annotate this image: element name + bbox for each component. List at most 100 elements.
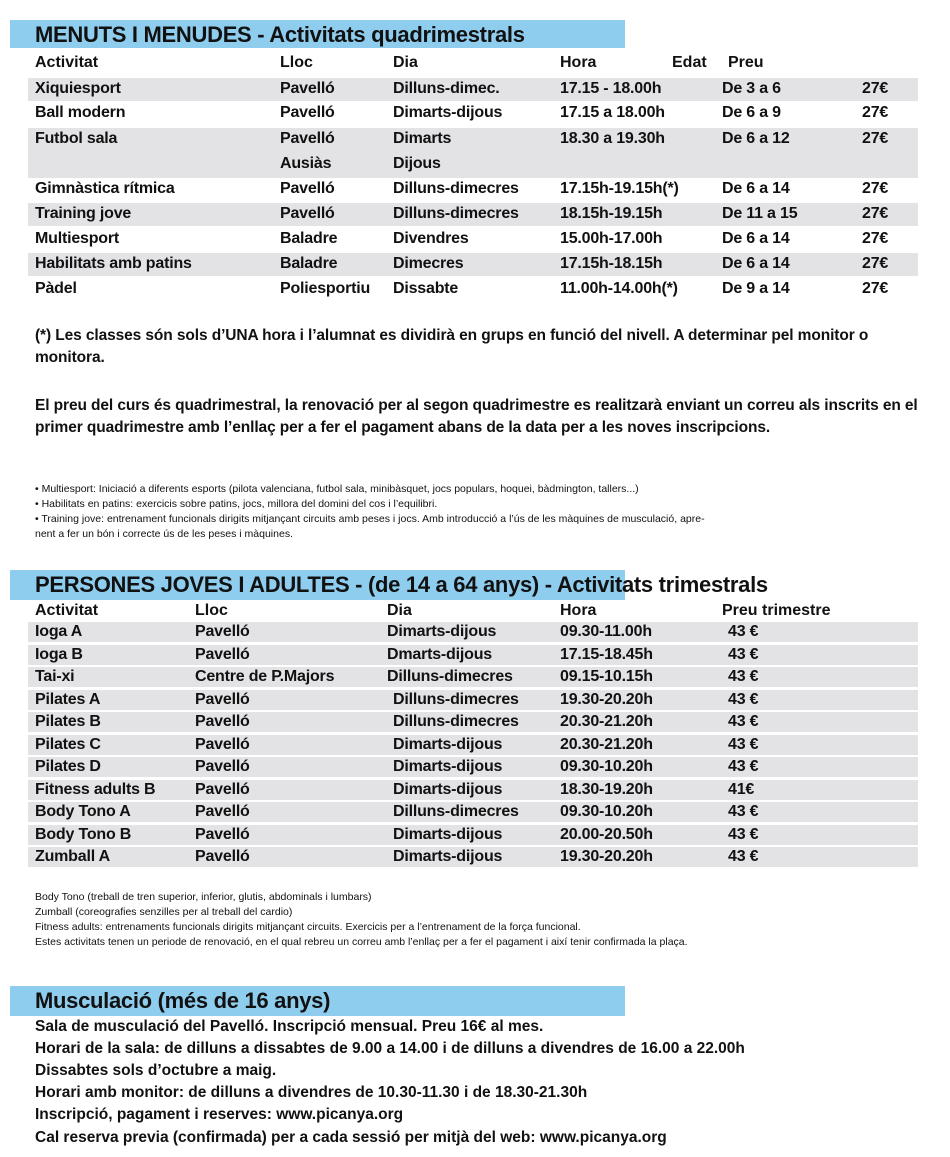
cell-activitat: Ioga B bbox=[35, 645, 83, 663]
cell-preu: 27€ bbox=[862, 205, 889, 222]
note-renovacio: Estes activitats tenen un periode de ren… bbox=[35, 936, 688, 948]
col-edat: Edat bbox=[672, 54, 707, 71]
col-preu-trimestre: Preu trimestre bbox=[722, 602, 831, 619]
cell-dia: Dimarts bbox=[393, 130, 452, 147]
table-row bbox=[28, 253, 918, 276]
cell-hora: 11.00h-14.00h(*) bbox=[560, 280, 678, 297]
cell-dia: Dilluns-dimecres bbox=[393, 180, 519, 197]
cell-preu: 41€ bbox=[728, 780, 755, 798]
note-body-tono: Body Tono (treball de tren superior, inf… bbox=[35, 891, 372, 903]
cell-dia: Dimarts-dijous bbox=[393, 780, 503, 798]
table-row bbox=[28, 712, 918, 732]
cell-lloc: Baladre bbox=[280, 230, 338, 247]
cell-lloc: Pavelló bbox=[195, 713, 250, 730]
musculacio-line: Horari de la sala: de dilluns a dissabte… bbox=[35, 1040, 745, 1057]
table-row bbox=[28, 689, 918, 710]
cell-lloc: Pavelló bbox=[280, 180, 335, 197]
cell-preu: 27€ bbox=[862, 255, 889, 272]
bullet-habilitats: • Habilitats en patins: exercicis sobre … bbox=[35, 498, 438, 510]
table-row bbox=[28, 128, 918, 178]
menuts-note-classes: (*) Les classes són sols d’UNA hora i l’… bbox=[35, 327, 869, 366]
cell-hora: 17.15-18.45h bbox=[560, 645, 653, 663]
adults-title-rest: Activitats trimestrals bbox=[556, 572, 768, 597]
col-hora: Hora bbox=[560, 54, 597, 71]
cell-lloc: Baladre bbox=[280, 255, 338, 272]
cell-activitat: Tai-xi bbox=[35, 668, 75, 685]
cell-hora: 17.15 a 18.00h bbox=[560, 104, 665, 121]
cell-activitat: Zumball A bbox=[35, 848, 110, 865]
cell-lloc: Pavelló bbox=[280, 80, 335, 97]
cell-activitat: Habilitats amb patins bbox=[35, 255, 192, 272]
col-activitat: Activitat bbox=[35, 54, 99, 71]
menuts-title: MENUTS I MENUDES - Activitats quadrimest… bbox=[35, 22, 525, 47]
col-dia: Dia bbox=[393, 54, 418, 71]
col-dia: Dia bbox=[387, 602, 412, 619]
cell-lloc: Ausiàs bbox=[280, 155, 332, 172]
cell-lloc: Pavelló bbox=[195, 735, 250, 753]
cell-activitat: Body Tono A bbox=[35, 803, 131, 820]
cell-activitat: Pilates C bbox=[35, 735, 101, 753]
cell-preu: 27€ bbox=[862, 80, 889, 97]
table-row bbox=[28, 824, 918, 845]
table-row bbox=[28, 779, 918, 800]
cell-dia: Dmarts-dijous bbox=[387, 645, 492, 663]
musculacio-line: Sala de musculació del Pavelló. Inscripc… bbox=[35, 1018, 544, 1035]
cell-edat: De 6 a 14 bbox=[722, 180, 790, 197]
cell-edat: De 6 a 9 bbox=[722, 104, 781, 121]
cell-lloc: Pavelló bbox=[195, 848, 250, 865]
cell-dia: Dissabte bbox=[393, 280, 459, 297]
cell-preu: 27€ bbox=[862, 280, 889, 297]
cell-activitat: Xiquiesport bbox=[35, 80, 121, 97]
cell-activitat: Fitness adults B bbox=[35, 780, 156, 798]
cell-dia: Dimarts-dijous bbox=[393, 825, 503, 843]
cell-dia: Dimecres bbox=[393, 255, 464, 272]
musculacio-line: Cal reserva previa (confirmada) per a ca… bbox=[35, 1129, 667, 1146]
table-row bbox=[28, 847, 918, 867]
cell-edat: De 6 a 14 bbox=[722, 255, 790, 272]
cell-lloc: Poliesportiu bbox=[280, 280, 371, 297]
cell-preu: 43 € bbox=[728, 690, 759, 708]
cell-lloc: Pavelló bbox=[195, 780, 250, 798]
section-header-bar bbox=[10, 570, 625, 600]
cell-lloc: Pavelló bbox=[280, 104, 335, 121]
col-preu: Preu bbox=[728, 54, 764, 71]
cell-preu: 43 € bbox=[728, 848, 759, 865]
cell-hora: 20.00-20.50h bbox=[560, 825, 653, 843]
table-row bbox=[28, 203, 918, 226]
cell-dia: Dilluns-dimecres bbox=[393, 713, 519, 730]
note-zumball: Zumball (coreografies senzilles per al t… bbox=[35, 906, 293, 918]
cell-dia: Dimarts-dijous bbox=[393, 758, 503, 775]
cell-preu: 43 € bbox=[728, 825, 759, 843]
table-row bbox=[28, 644, 918, 665]
section-header-bar bbox=[10, 986, 625, 1016]
cell-edat: De 9 a 14 bbox=[722, 280, 790, 297]
cell-dia: Dilluns-dimec. bbox=[393, 80, 500, 97]
table-row bbox=[28, 622, 918, 642]
table-row bbox=[28, 802, 918, 822]
cell-hora: 17.15 - 18.00h bbox=[560, 80, 662, 97]
musculacio-title: Musculació (més de 16 anys) bbox=[35, 988, 331, 1013]
cell-activitat: Multiesport bbox=[35, 230, 120, 247]
cell-dia: Dimarts-dijous bbox=[393, 735, 503, 753]
cell-preu: 43 € bbox=[728, 735, 759, 753]
cell-dia: Dimarts-dijous bbox=[387, 623, 497, 640]
musculacio-line: Inscripció, pagament i reserves: www.pic… bbox=[35, 1106, 404, 1123]
cell-lloc: Pavelló bbox=[280, 130, 335, 147]
adults-title: PERSONES JOVES I ADULTES - (de 14 a 64 a… bbox=[35, 572, 768, 598]
cell-activitat: Pàdel bbox=[35, 280, 77, 297]
cell-hora: 17.15h-18.15h bbox=[560, 255, 663, 272]
cell-activitat: Ball modern bbox=[35, 104, 126, 121]
cell-edat: De 11 a 15 bbox=[722, 205, 798, 222]
cell-hora: 09.30-10.20h bbox=[560, 758, 653, 775]
col-activitat: Activitat bbox=[35, 602, 99, 619]
table-row bbox=[28, 667, 918, 687]
cell-activitat: Futbol sala bbox=[35, 130, 118, 147]
cell-activitat: Pilates D bbox=[35, 758, 101, 775]
cell-hora: 18.30 a 19.30h bbox=[560, 130, 665, 147]
note-fitness: Fitness adults: entrenaments funcionals … bbox=[35, 921, 581, 933]
cell-hora: 19.30-20.20h bbox=[560, 848, 653, 865]
cell-activitat: Body Tono B bbox=[35, 825, 132, 843]
cell-dia: Dilluns-dimecres bbox=[393, 205, 519, 222]
cell-dia: Dilluns-dimecres bbox=[387, 668, 513, 685]
cell-hora: 09.15-10.15h bbox=[560, 668, 653, 685]
